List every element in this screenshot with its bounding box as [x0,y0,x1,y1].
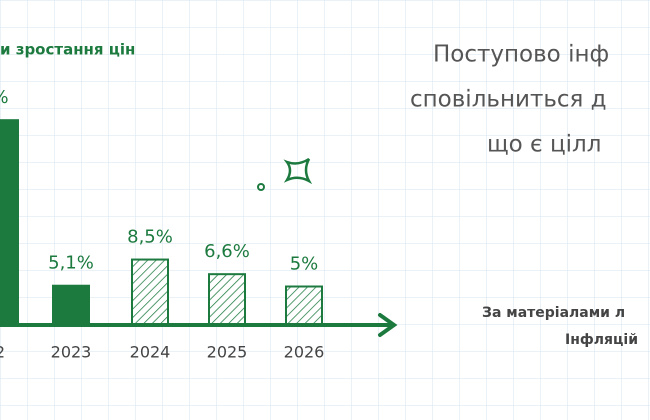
source-line: Інфляцій [565,332,638,348]
heading-line: що є цілл [487,132,601,158]
x-tick-label: 2023 [51,343,92,362]
dot-doodle [257,183,265,191]
x-tick-label: 2 [0,343,5,362]
value-label: 5% [290,254,319,275]
value-label: % [0,87,9,108]
value-label: 5,1% [48,253,94,274]
bar [52,284,90,327]
value-label: 8,5% [127,227,173,248]
heading-line: сповільниться д [410,87,607,113]
heading-line: Поступово інф [433,42,609,68]
subtitle: и зростання цін [0,41,135,59]
star-doodle [283,155,313,185]
bar [0,119,19,327]
x-tick-label: 2026 [284,343,325,362]
bar [131,258,169,326]
source-line: За матеріалами л [482,305,625,321]
bar [208,273,246,326]
axis-arrow [378,313,398,337]
value-label: 6,6% [204,241,250,262]
x-tick-label: 2025 [207,343,248,362]
x-tick-label: 2024 [130,343,171,362]
bar [285,285,323,326]
